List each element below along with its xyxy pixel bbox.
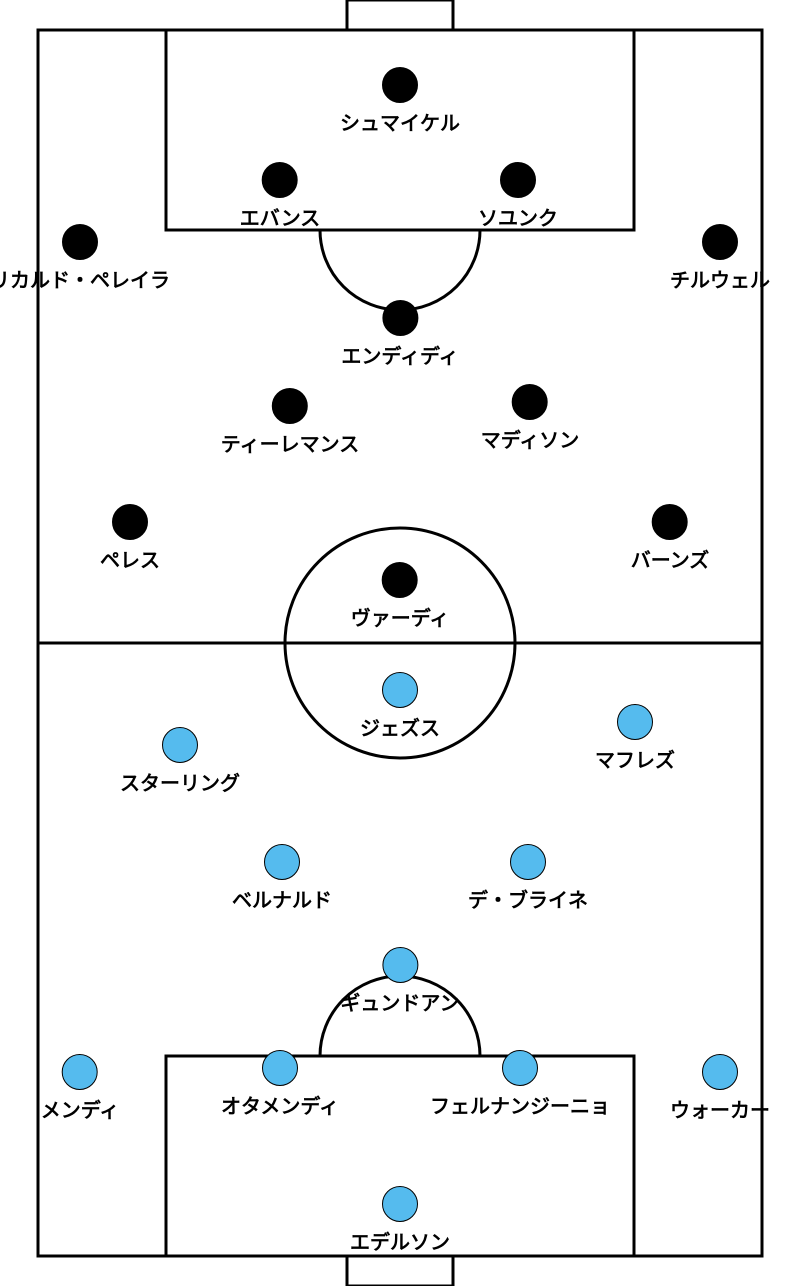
bottom-player-gk: エデルソン [350,1186,450,1255]
top-marker-lb [702,224,738,260]
top-label-gk: シュマイケル [340,107,460,136]
top-player-rb: リカルド・ペレイラ [0,224,170,293]
top-player-cm2: マディソン [481,384,580,453]
bottom-marker-cb2 [502,1050,538,1086]
bottom-player-st: ジェズス [360,672,440,741]
top-marker-cm2 [512,384,548,420]
bottom-label-gk: エデルソン [350,1226,450,1255]
top-label-rw: バーンズ [631,544,710,573]
bottom-marker-cm1 [264,844,300,880]
top-player-lw: ペレス [100,504,160,573]
bottom-label-dm: ギュンドアン [340,987,459,1016]
top-player-cb2: ソユンク [478,162,558,231]
top-label-cb1: エバンス [240,202,321,231]
top-label-dm: エンディディ [341,340,458,369]
bottom-marker-lb [62,1054,98,1090]
bottom-marker-cm2 [510,844,546,880]
top-marker-st [382,562,418,598]
top-marker-lw [112,504,148,540]
bottom-label-cm1: ベルナルド [232,884,332,913]
top-player-gk: シュマイケル [340,67,460,136]
bottom-player-rw: マフレズ [595,704,675,773]
bottom-label-st: ジェズス [360,712,440,741]
top-label-lb: チルウェル [670,264,770,293]
top-label-cm1: ティーレマンス [221,428,359,457]
top-label-lw: ペレス [100,544,160,573]
bottom-marker-lw [162,727,198,763]
bottom-marker-st [382,672,418,708]
top-label-st: ヴァーディ [351,602,450,631]
top-marker-gk [382,67,418,103]
top-label-cm2: マディソン [481,424,580,453]
bottom-player-cb1: オタメンディ [221,1050,339,1119]
top-label-rb: リカルド・ペレイラ [0,264,170,293]
bottom-label-lw: スターリング [120,767,240,796]
bottom-marker-cb1 [262,1050,298,1086]
top-player-rw: バーンズ [631,504,710,573]
top-player-st: ヴァーディ [351,562,450,631]
bottom-label-cm2: デ・ブライネ [468,884,588,913]
bottom-player-cm1: ベルナルド [232,844,332,913]
top-marker-rb [62,224,98,260]
top-marker-dm [382,300,418,336]
top-player-lb: チルウェル [670,224,770,293]
bottom-player-rb: ウォーカー [670,1054,770,1123]
top-marker-cm1 [272,388,308,424]
bottom-marker-rw [617,704,653,740]
top-player-dm: エンディディ [341,300,458,369]
bottom-label-lb: メンディ [41,1094,120,1123]
bottom-label-cb2: フェルナンジーニョ [430,1090,610,1119]
bottom-player-dm: ギュンドアン [340,947,459,1016]
top-marker-cb2 [500,162,536,198]
top-marker-rw [652,504,688,540]
bottom-player-lw: スターリング [120,727,240,796]
bottom-marker-dm [382,947,418,983]
bottom-label-rw: マフレズ [595,744,675,773]
top-marker-cb1 [262,162,298,198]
top-player-cb1: エバンス [240,162,321,231]
top-label-cb2: ソユンク [478,202,558,231]
bottom-player-cb2: フェルナンジーニョ [430,1050,610,1119]
bottom-player-lb: メンディ [41,1054,120,1123]
bottom-marker-gk [382,1186,418,1222]
bottom-player-cm2: デ・ブライネ [468,844,588,913]
bottom-label-rb: ウォーカー [670,1094,770,1123]
bottom-marker-rb [702,1054,738,1090]
bottom-label-cb1: オタメンディ [221,1090,339,1119]
top-player-cm1: ティーレマンス [221,388,359,457]
